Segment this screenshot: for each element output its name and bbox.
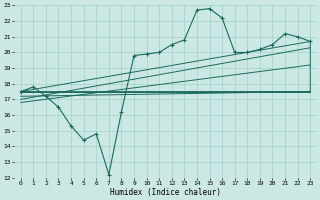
X-axis label: Humidex (Indice chaleur): Humidex (Indice chaleur): [110, 188, 221, 197]
